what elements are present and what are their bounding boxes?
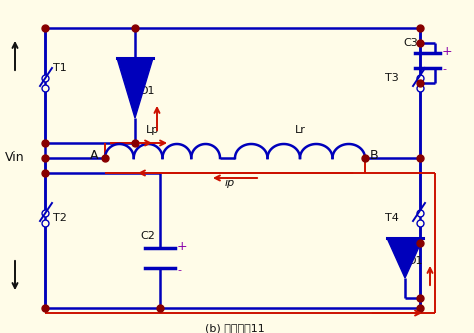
Text: +: + <box>177 239 188 252</box>
Text: T2: T2 <box>53 213 67 223</box>
Text: Lp: Lp <box>146 125 159 135</box>
Text: +: + <box>442 46 453 59</box>
Text: Vin: Vin <box>5 152 25 165</box>
Text: B: B <box>370 150 379 163</box>
Text: D1: D1 <box>140 86 155 96</box>
Text: T4: T4 <box>385 213 399 223</box>
Text: D1: D1 <box>408 256 423 266</box>
Text: ip: ip <box>225 178 235 188</box>
Text: T3: T3 <box>385 73 399 83</box>
Text: (b) 工作模态11: (b) 工作模态11 <box>205 323 265 333</box>
Text: A: A <box>90 150 99 163</box>
Text: Lr: Lr <box>294 125 305 135</box>
Text: C2: C2 <box>140 231 155 241</box>
Polygon shape <box>117 58 153 118</box>
Text: -: - <box>442 64 446 74</box>
Polygon shape <box>387 238 423 278</box>
Text: T1: T1 <box>53 63 67 73</box>
Text: C3: C3 <box>403 38 418 48</box>
Text: -: - <box>177 265 181 275</box>
